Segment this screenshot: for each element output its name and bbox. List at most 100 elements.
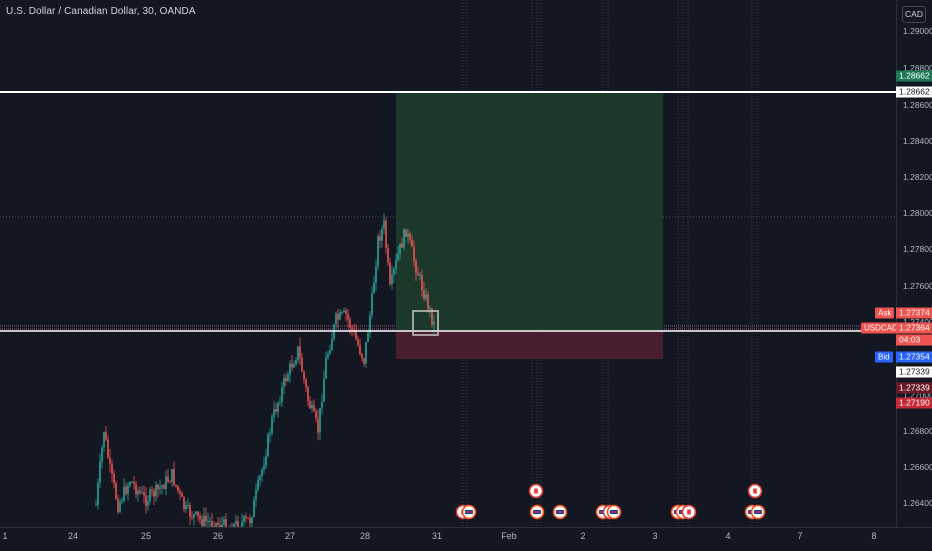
candle-body: [299, 346, 301, 357]
time-tick-label: 25: [141, 531, 151, 541]
stop-entry-price: 1.27339: [896, 383, 932, 394]
candle-body: [283, 378, 285, 387]
time-tick-label: 31: [432, 531, 442, 541]
candle-body: [205, 516, 207, 522]
candle-body: [149, 489, 151, 501]
candle-body: [393, 269, 395, 274]
candle-body: [279, 402, 281, 403]
entry-price: 1.27339: [896, 367, 932, 378]
candle-body: [107, 440, 109, 458]
candle-body: [137, 491, 139, 495]
candle-body: [415, 261, 417, 273]
currency-button[interactable]: CAD: [902, 6, 926, 23]
candle-body: [243, 516, 245, 521]
economic-events-row[interactable]: [457, 485, 765, 519]
flag-us-icon[interactable]: [554, 506, 567, 519]
candle-body: [343, 311, 345, 312]
ask-price: 1.27374: [896, 308, 932, 319]
candle-body: [153, 491, 155, 497]
candle-body: [309, 401, 311, 408]
candle-body: [101, 448, 103, 462]
candle-body: [289, 363, 291, 374]
candle-body: [147, 501, 149, 506]
candle-body: [405, 230, 407, 237]
candle-body: [421, 275, 423, 290]
candle-body: [297, 346, 299, 360]
price-tick-label: 1.29000: [903, 26, 932, 36]
symbol-label: USDCAD: [861, 323, 901, 334]
candle-body: [257, 480, 259, 490]
target-line-price: 1.28662: [896, 87, 932, 98]
candle-body: [195, 511, 197, 514]
candle-body: [301, 358, 303, 372]
candle-body: [379, 236, 381, 240]
candle-body: [337, 314, 339, 320]
candle-body: [335, 314, 337, 325]
candle-body: [247, 518, 249, 519]
candle-body: [365, 342, 367, 364]
candle-body: [185, 505, 187, 509]
candle-body: [161, 485, 163, 487]
price-tick-label: 1.27800: [903, 244, 932, 254]
candle-body: [207, 521, 209, 522]
time-tick-label: 1: [2, 531, 7, 541]
candle-body: [193, 514, 195, 518]
candle-body: [387, 248, 389, 263]
candle-body: [383, 220, 385, 228]
flag-ca-icon[interactable]: [683, 506, 696, 519]
time-tick-label: Feb: [501, 531, 517, 541]
price-tick-label: 1.27600: [903, 281, 932, 291]
candle-body: [359, 345, 361, 354]
candle-body: [131, 482, 133, 483]
candle-body: [407, 234, 409, 237]
flag-ca-icon[interactable]: [749, 485, 762, 498]
candle-body: [123, 487, 125, 501]
candlestick-series: [95, 213, 435, 527]
candle-body: [329, 350, 331, 354]
candle-body: [151, 489, 153, 490]
candle-body: [111, 464, 113, 474]
time-axis[interactable]: [0, 527, 932, 551]
candle-body: [105, 432, 107, 439]
candle-body: [199, 516, 201, 519]
flag-us-icon[interactable]: [531, 506, 544, 519]
candle-body: [159, 487, 161, 489]
candle-body: [339, 312, 341, 319]
candle-body: [317, 418, 319, 432]
candle-body: [357, 339, 359, 345]
candle-body: [429, 308, 431, 309]
flag-ca-icon[interactable]: [530, 485, 543, 498]
flag-us-icon[interactable]: [608, 506, 621, 519]
candle-body: [125, 487, 127, 494]
time-tick-label: 27: [285, 531, 295, 541]
candle-body: [167, 477, 169, 482]
candle-body: [209, 521, 211, 522]
candle-body: [97, 483, 99, 505]
candle-body: [103, 432, 105, 447]
candle-body: [115, 483, 117, 499]
candle-body: [179, 491, 181, 493]
bid-label: Bid: [875, 352, 893, 363]
candle-body: [127, 486, 129, 494]
candle-body: [275, 409, 277, 412]
candle-body: [347, 314, 349, 320]
candle-body: [323, 378, 325, 401]
price-chart-canvas[interactable]: [0, 0, 896, 527]
candle-body: [391, 274, 393, 284]
candle-body: [269, 433, 271, 434]
candle-body: [419, 275, 421, 276]
candle-body: [95, 505, 97, 506]
symbol-title[interactable]: U.S. Dollar / Canadian Dollar, 30, OANDA: [6, 6, 196, 17]
flag-us-icon[interactable]: [752, 506, 765, 519]
candle-body: [191, 517, 193, 518]
price-tick-label: 1.28400: [903, 136, 932, 146]
candle-body: [223, 519, 225, 524]
flag-us-icon[interactable]: [463, 506, 476, 519]
candle-body: [273, 409, 275, 417]
candle-body: [249, 518, 251, 523]
last-price: 1.27364: [896, 323, 932, 334]
time-tick-label: 2: [580, 531, 585, 541]
price-tick-label: 1.28600: [903, 100, 932, 110]
target-zone[interactable]: [396, 92, 663, 330]
candle-body: [99, 462, 101, 483]
